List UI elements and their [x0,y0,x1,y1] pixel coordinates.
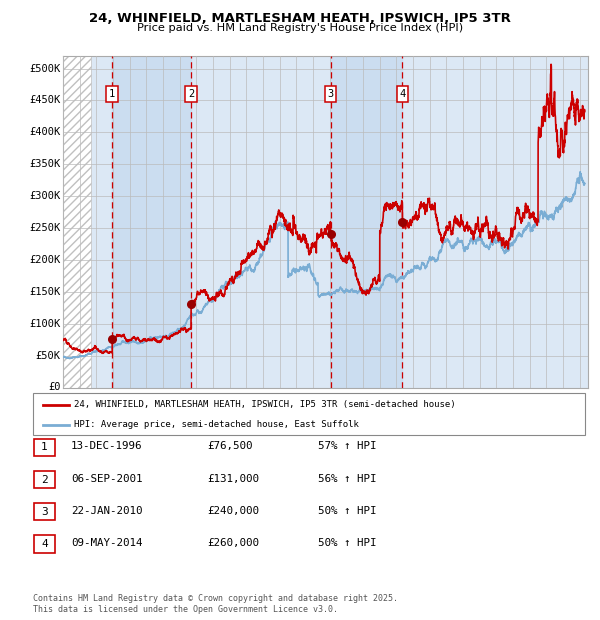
Text: £50K: £50K [35,350,61,361]
Text: 2016: 2016 [430,396,439,417]
Text: 2022: 2022 [530,396,539,417]
Text: 1: 1 [41,442,48,453]
Text: 4: 4 [399,89,406,99]
Text: £200K: £200K [29,255,61,265]
Text: 1994: 1994 [63,396,72,417]
Text: £0: £0 [48,383,61,392]
Text: 2025: 2025 [580,396,589,417]
Text: £240,000: £240,000 [207,506,259,516]
Text: 2001: 2001 [179,396,188,417]
Text: 50% ↑ HPI: 50% ↑ HPI [318,506,377,516]
Text: 2004: 2004 [230,396,239,417]
Text: £150K: £150K [29,287,61,297]
Text: 2021: 2021 [513,396,522,417]
Text: £500K: £500K [29,64,61,74]
Text: 1999: 1999 [146,396,155,417]
Text: Contains HM Land Registry data © Crown copyright and database right 2025.
This d: Contains HM Land Registry data © Crown c… [33,595,398,614]
Text: 3: 3 [41,507,48,517]
Bar [331,56,403,388]
Text: 22-JAN-2010: 22-JAN-2010 [71,506,142,516]
Text: 2013: 2013 [380,396,389,417]
Text: 50% ↑ HPI: 50% ↑ HPI [318,538,377,548]
Text: 2007: 2007 [280,396,289,417]
Text: £131,000: £131,000 [207,474,259,484]
Text: 1995: 1995 [80,396,89,417]
Text: 2011: 2011 [346,396,355,417]
Text: £250K: £250K [29,223,61,233]
Text: 1996: 1996 [97,396,106,417]
Text: 2009: 2009 [313,396,322,417]
FancyBboxPatch shape [34,536,55,552]
Text: 3: 3 [328,89,334,99]
Text: 2: 2 [188,89,194,99]
Text: 24, WHINFIELD, MARTLESHAM HEATH, IPSWICH, IP5 3TR: 24, WHINFIELD, MARTLESHAM HEATH, IPSWICH… [89,12,511,25]
Text: £76,500: £76,500 [207,441,253,451]
Text: 2019: 2019 [479,396,488,417]
Text: 57% ↑ HPI: 57% ↑ HPI [318,441,377,451]
Text: 09-MAY-2014: 09-MAY-2014 [71,538,142,548]
Text: 4: 4 [41,539,48,549]
Text: 2002: 2002 [196,396,205,417]
Text: 1997: 1997 [113,396,122,417]
Text: £100K: £100K [29,319,61,329]
Bar [112,56,191,388]
Text: 13-DEC-1996: 13-DEC-1996 [71,441,142,451]
Text: 2017: 2017 [446,396,455,417]
Text: 2000: 2000 [163,396,172,417]
Text: 2014: 2014 [397,396,406,417]
Text: 2008: 2008 [296,396,305,417]
Text: 1: 1 [109,89,115,99]
Text: 2: 2 [41,474,48,485]
Text: 2020: 2020 [496,396,505,417]
FancyBboxPatch shape [34,471,55,488]
Text: 2012: 2012 [363,396,372,417]
Text: 2006: 2006 [263,396,272,417]
Text: 06-SEP-2001: 06-SEP-2001 [71,474,142,484]
Text: 56% ↑ HPI: 56% ↑ HPI [318,474,377,484]
Text: £450K: £450K [29,95,61,105]
Text: 2005: 2005 [247,396,256,417]
Text: 24, WHINFIELD, MARTLESHAM HEATH, IPSWICH, IP5 3TR (semi-detached house): 24, WHINFIELD, MARTLESHAM HEATH, IPSWICH… [74,401,456,409]
Text: £300K: £300K [29,191,61,201]
Text: 1998: 1998 [130,396,139,417]
Text: HPI: Average price, semi-detached house, East Suffolk: HPI: Average price, semi-detached house,… [74,420,359,429]
Text: 2018: 2018 [463,396,472,417]
Text: Price paid vs. HM Land Registry's House Price Index (HPI): Price paid vs. HM Land Registry's House … [137,23,463,33]
Text: 2015: 2015 [413,396,422,417]
Text: 2024: 2024 [563,396,572,417]
FancyBboxPatch shape [34,439,55,456]
FancyBboxPatch shape [34,503,55,520]
Text: 2023: 2023 [547,396,556,417]
Text: £260,000: £260,000 [207,538,259,548]
Text: £400K: £400K [29,127,61,138]
Text: 2003: 2003 [213,396,222,417]
Text: £350K: £350K [29,159,61,169]
Text: 2010: 2010 [329,396,338,417]
